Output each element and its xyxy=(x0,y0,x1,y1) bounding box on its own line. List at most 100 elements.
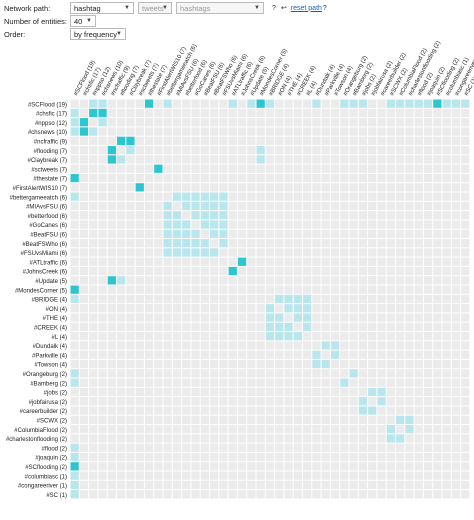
matrix-cell[interactable] xyxy=(461,425,470,434)
matrix-cell[interactable] xyxy=(330,285,340,294)
matrix-cell[interactable] xyxy=(154,155,163,164)
matrix-cell[interactable] xyxy=(405,183,414,192)
matrix-cell[interactable] xyxy=(433,359,442,369)
matrix-cell[interactable] xyxy=(275,257,284,266)
matrix-cell[interactable] xyxy=(293,369,302,378)
matrix-cell[interactable] xyxy=(414,397,423,406)
matrix-cell[interactable] xyxy=(358,294,368,304)
matrix-cell[interactable] xyxy=(265,211,275,220)
matrix-cell[interactable] xyxy=(163,387,172,397)
matrix-cell[interactable] xyxy=(414,155,423,164)
matrix-cell[interactable] xyxy=(126,239,135,248)
matrix-cell[interactable] xyxy=(228,183,237,192)
matrix-cell[interactable] xyxy=(349,257,358,266)
matrix-cell[interactable] xyxy=(405,127,414,136)
matrix-cell[interactable] xyxy=(126,332,135,341)
matrix-cell[interactable] xyxy=(396,322,405,331)
matrix-cell[interactable] xyxy=(228,387,237,397)
matrix-cell[interactable] xyxy=(293,127,302,136)
matrix-cell[interactable] xyxy=(144,313,154,322)
matrix-cell[interactable] xyxy=(247,164,256,173)
matrix-cell[interactable] xyxy=(433,397,442,406)
matrix-cell[interactable] xyxy=(79,443,89,452)
matrix-cell[interactable] xyxy=(191,248,200,257)
matrix-cell[interactable] xyxy=(423,201,433,211)
matrix-cell[interactable] xyxy=(256,359,265,369)
matrix-cell[interactable] xyxy=(340,313,349,322)
matrix-cell[interactable] xyxy=(265,397,275,406)
matrix-cell[interactable] xyxy=(163,322,172,331)
matrix-cell[interactable] xyxy=(191,127,200,136)
matrix-cell[interactable] xyxy=(349,322,358,331)
matrix-cell[interactable] xyxy=(284,462,293,471)
matrix-cell[interactable] xyxy=(172,248,182,257)
matrix-cell[interactable] xyxy=(219,248,228,257)
matrix-cell[interactable] xyxy=(377,257,386,266)
matrix-cell[interactable] xyxy=(126,155,135,164)
matrix-cell[interactable] xyxy=(433,378,442,387)
matrix-cell[interactable] xyxy=(172,387,182,397)
matrix-cell[interactable] xyxy=(163,118,172,127)
matrix-cell[interactable] xyxy=(349,146,358,155)
matrix-cell[interactable] xyxy=(358,490,368,499)
matrix-cell[interactable] xyxy=(210,118,219,127)
matrix-cell[interactable] xyxy=(256,397,265,406)
matrix-cell[interactable] xyxy=(423,229,433,238)
matrix-cell[interactable] xyxy=(182,425,191,434)
matrix-cell[interactable] xyxy=(433,490,442,499)
matrix-cell[interactable] xyxy=(191,211,200,220)
matrix-cell[interactable] xyxy=(228,108,237,118)
matrix-cell[interactable] xyxy=(79,173,89,183)
matrix-cell[interactable] xyxy=(377,276,386,285)
matrix-cell[interactable] xyxy=(377,369,386,378)
matrix-cell[interactable] xyxy=(423,146,433,155)
matrix-cell[interactable] xyxy=(423,285,433,294)
matrix-cell[interactable] xyxy=(256,248,265,257)
matrix-cell[interactable] xyxy=(293,359,302,369)
matrix-cell[interactable] xyxy=(144,294,154,304)
matrix-cell[interactable] xyxy=(451,99,461,108)
matrix-cell[interactable] xyxy=(461,304,470,313)
matrix-cell[interactable] xyxy=(386,359,395,369)
matrix-cell[interactable] xyxy=(191,425,200,434)
matrix-cell[interactable] xyxy=(265,118,275,127)
row-label[interactable]: #Parkville (4) xyxy=(32,353,67,359)
matrix-cell[interactable] xyxy=(172,425,182,434)
matrix-cell[interactable] xyxy=(98,322,107,331)
matrix-cell[interactable] xyxy=(442,480,451,490)
matrix-cell[interactable] xyxy=(237,192,247,201)
matrix-cell[interactable] xyxy=(321,220,330,229)
matrix-cell[interactable] xyxy=(135,369,144,378)
matrix-cell[interactable] xyxy=(349,220,358,229)
matrix-cell[interactable] xyxy=(126,146,135,155)
matrix-cell[interactable] xyxy=(330,378,340,387)
matrix-cell[interactable] xyxy=(358,266,368,276)
matrix-cell[interactable] xyxy=(237,229,247,238)
matrix-cell[interactable] xyxy=(414,285,423,294)
matrix-cell[interactable] xyxy=(442,443,451,452)
matrix-cell[interactable] xyxy=(321,350,330,359)
matrix-cell[interactable] xyxy=(172,397,182,406)
matrix-cell[interactable] xyxy=(303,452,312,462)
matrix-cell[interactable] xyxy=(451,248,461,257)
matrix-cell[interactable] xyxy=(154,248,163,257)
matrix-cell[interactable] xyxy=(256,229,265,238)
matrix-cell[interactable] xyxy=(442,462,451,471)
matrix-cell[interactable] xyxy=(172,257,182,266)
reset-help-icon[interactable]: ? xyxy=(322,4,327,12)
matrix-cell[interactable] xyxy=(265,136,275,145)
matrix-cell[interactable] xyxy=(321,294,330,304)
matrix-cell[interactable] xyxy=(377,211,386,220)
matrix-cell[interactable] xyxy=(126,406,135,415)
matrix-cell[interactable] xyxy=(275,118,284,127)
matrix-cell[interactable] xyxy=(154,369,163,378)
matrix-cell[interactable] xyxy=(79,341,89,350)
matrix-cell[interactable] xyxy=(228,155,237,164)
matrix-cell[interactable] xyxy=(228,201,237,211)
matrix-cell[interactable] xyxy=(284,183,293,192)
matrix-cell[interactable] xyxy=(191,369,200,378)
matrix-cell[interactable] xyxy=(126,127,135,136)
row-label[interactable]: #careerbuilder (2) xyxy=(20,409,67,415)
matrix-cell[interactable] xyxy=(89,239,98,248)
row-label[interactable]: #columbiasc (1) xyxy=(25,474,67,480)
